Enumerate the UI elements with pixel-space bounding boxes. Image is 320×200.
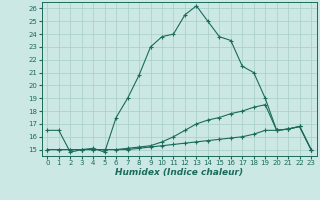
X-axis label: Humidex (Indice chaleur): Humidex (Indice chaleur) xyxy=(115,168,243,177)
